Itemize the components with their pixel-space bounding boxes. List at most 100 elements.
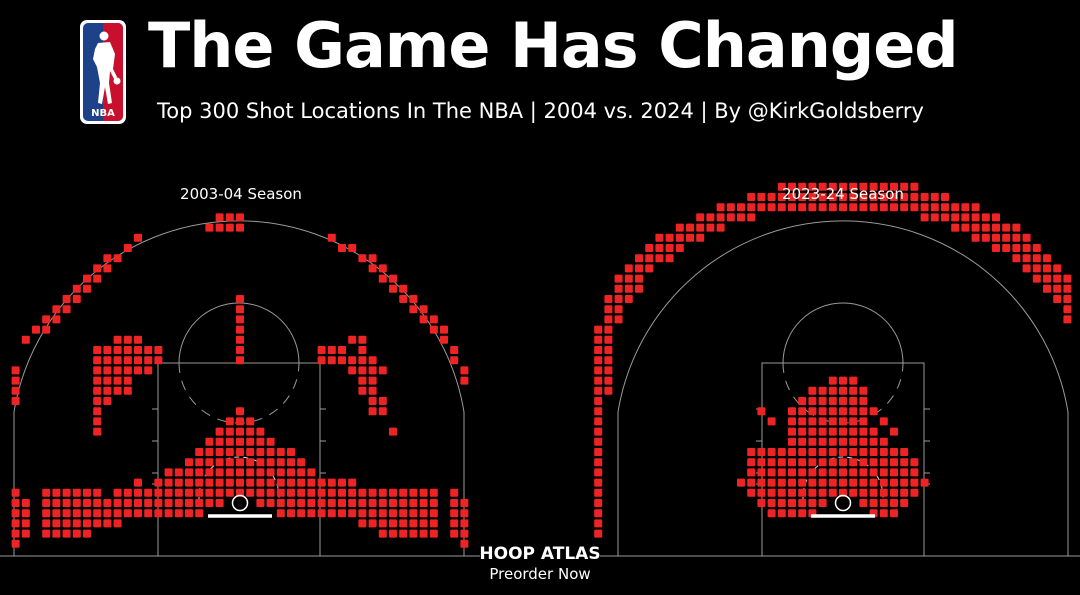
shot-cell (614, 295, 623, 303)
shot-cell (594, 417, 603, 426)
shot-cell (594, 346, 603, 354)
shot-cell (869, 193, 878, 201)
shot-cell (62, 488, 71, 497)
shot-cell (256, 427, 265, 436)
shot-cell (419, 509, 428, 518)
shot-cell (971, 203, 980, 212)
shot-cell (93, 427, 102, 436)
shot-cell (777, 193, 786, 201)
hoop-atlas-brand[interactable]: HOOP ATLAS (479, 544, 601, 564)
shot-cell (154, 488, 163, 497)
shot-cell (389, 488, 397, 497)
shot-cell (594, 376, 603, 385)
shot-cell (635, 264, 643, 273)
shot-cell (604, 305, 613, 314)
shot-cell (256, 499, 265, 507)
shot-cell (859, 458, 868, 467)
shot-cell (307, 478, 316, 487)
page-title: The Game Has Changed (148, 9, 959, 82)
shot-cell (879, 437, 888, 446)
shot-cell (777, 448, 786, 456)
shot-cell (849, 427, 858, 436)
shot-cell (859, 386, 868, 395)
shot-cell (992, 223, 1000, 232)
shot-cell (11, 386, 20, 395)
shot-cell (215, 213, 224, 222)
shot-cell (62, 295, 71, 303)
shot-cell (767, 193, 776, 201)
shot-cell (849, 437, 858, 446)
shot-cell (83, 519, 91, 528)
shot-cell (737, 478, 745, 487)
shot-cell (808, 386, 817, 395)
shot-cell (849, 203, 858, 212)
shot-cell (358, 335, 367, 344)
shot-cell (930, 193, 939, 201)
shot-cell (1012, 254, 1021, 263)
shot-cell (818, 478, 827, 487)
shot-cell (808, 203, 817, 212)
shot-cell (839, 182, 847, 191)
shot-cell (297, 458, 306, 467)
shot-cell (604, 366, 613, 375)
shot-cell (164, 468, 173, 477)
shot-cell (450, 356, 459, 365)
shot-cell (399, 295, 408, 303)
shot-cell (297, 509, 306, 518)
shot-cell (655, 244, 664, 252)
shot-cell (154, 509, 163, 518)
preorder-link[interactable]: Preorder Now (489, 565, 591, 583)
shot-cell (236, 407, 244, 416)
shot-cell (399, 284, 408, 293)
shot-cell (42, 325, 51, 334)
shot-cell (297, 499, 306, 507)
shot-cell (798, 182, 807, 191)
shot-cell (808, 437, 817, 446)
shot-cell (767, 488, 776, 497)
shot-cell (1043, 284, 1051, 293)
shot-cell (236, 213, 244, 222)
shot-cell (828, 437, 837, 446)
shot-cell (645, 244, 654, 252)
shot-cell (696, 223, 705, 232)
shot-cell (348, 366, 357, 375)
shot-cell (195, 458, 204, 467)
shot-cell (93, 417, 102, 426)
shot-cell (62, 529, 71, 538)
shot-cell (307, 488, 316, 497)
shot-cell (378, 397, 387, 405)
shot-cell (225, 458, 234, 467)
shot-cell (839, 448, 847, 456)
shot-cell (113, 519, 122, 528)
shot-cell (225, 448, 234, 456)
shot-cell (890, 458, 898, 467)
shot-cell (429, 315, 438, 324)
shot-cell (215, 223, 224, 232)
shot-cell (32, 325, 40, 334)
shot-cell (839, 407, 847, 416)
shot-cell (256, 437, 265, 446)
shot-cell (358, 488, 367, 497)
shot-cell (348, 244, 357, 252)
shot-cell (368, 397, 377, 405)
shot-cell (655, 254, 664, 263)
shot-cell (307, 509, 316, 518)
shot-cell (910, 182, 919, 191)
shot-cell (378, 509, 387, 518)
shot-cell (103, 366, 112, 375)
shot-cell (941, 203, 949, 212)
page-subtitle: Top 300 Shot Locations In The NBA | 2004… (157, 99, 924, 123)
shot-cell (164, 509, 173, 518)
shot-cell (195, 468, 204, 477)
shot-cell (205, 468, 214, 477)
shot-cell (358, 346, 367, 354)
shot-cell (798, 427, 807, 436)
shot-cell (72, 519, 81, 528)
shot-cell (62, 519, 71, 528)
shot-cell (788, 488, 796, 497)
shot-cell (828, 458, 837, 467)
shot-cell (338, 488, 346, 497)
footer-promo[interactable]: HOOP ATLAS Preorder Now (440, 544, 640, 584)
shot-cell (276, 458, 285, 467)
